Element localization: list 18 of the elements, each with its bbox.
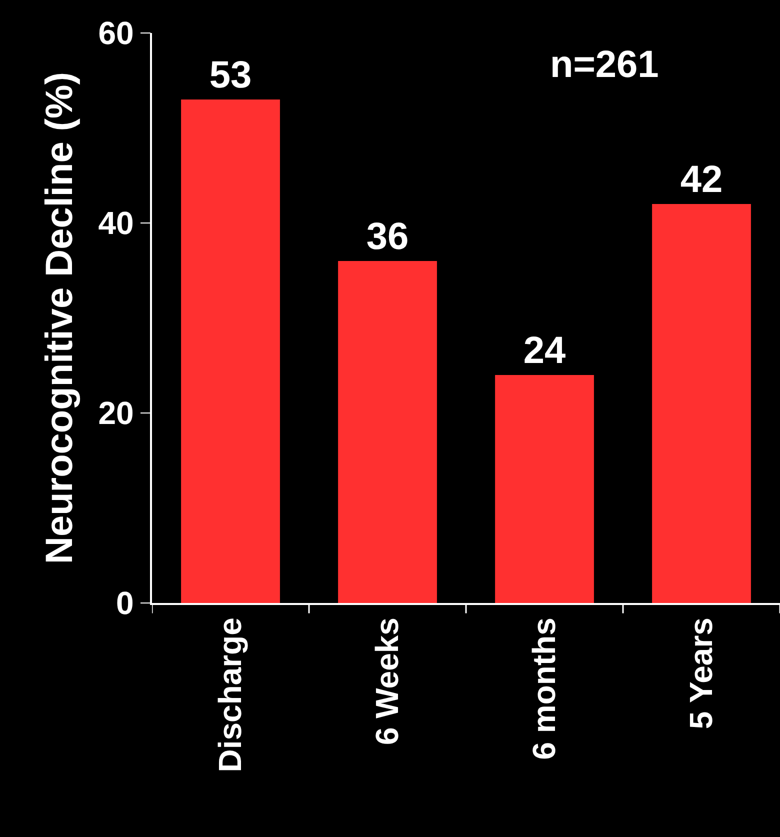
x-tick-label: 5 Years: [682, 618, 719, 730]
y-tick-label: 60: [98, 15, 134, 52]
x-tick-label: 6 months: [526, 618, 562, 760]
bar: [652, 204, 751, 603]
data-label: 53: [209, 54, 252, 96]
data-label: 24: [523, 330, 566, 372]
bar: [495, 375, 594, 603]
data-label: 36: [366, 216, 409, 258]
x-tick-label: Discharge: [212, 618, 248, 772]
y-tick-label: 0: [116, 585, 134, 622]
y-axis-title: Neurocognitive Decline (%): [38, 72, 81, 564]
bar: [181, 100, 280, 603]
data-label: 42: [680, 159, 723, 201]
y-tick-label: 20: [98, 395, 134, 432]
bar: [338, 261, 437, 603]
annotation: n=261: [550, 44, 659, 86]
y-tick-label: 40: [98, 205, 134, 242]
x-tick-label: 6 Weeks: [368, 618, 405, 746]
